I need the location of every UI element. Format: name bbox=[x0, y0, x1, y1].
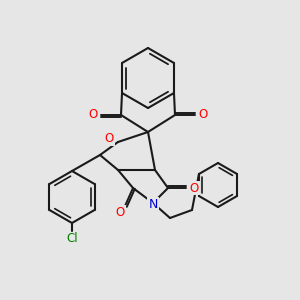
Text: O: O bbox=[88, 109, 98, 122]
Text: O: O bbox=[116, 206, 124, 218]
Text: O: O bbox=[189, 182, 199, 194]
Text: O: O bbox=[198, 109, 208, 122]
Text: N: N bbox=[148, 197, 158, 211]
Text: O: O bbox=[104, 133, 114, 146]
Text: Cl: Cl bbox=[66, 232, 78, 245]
